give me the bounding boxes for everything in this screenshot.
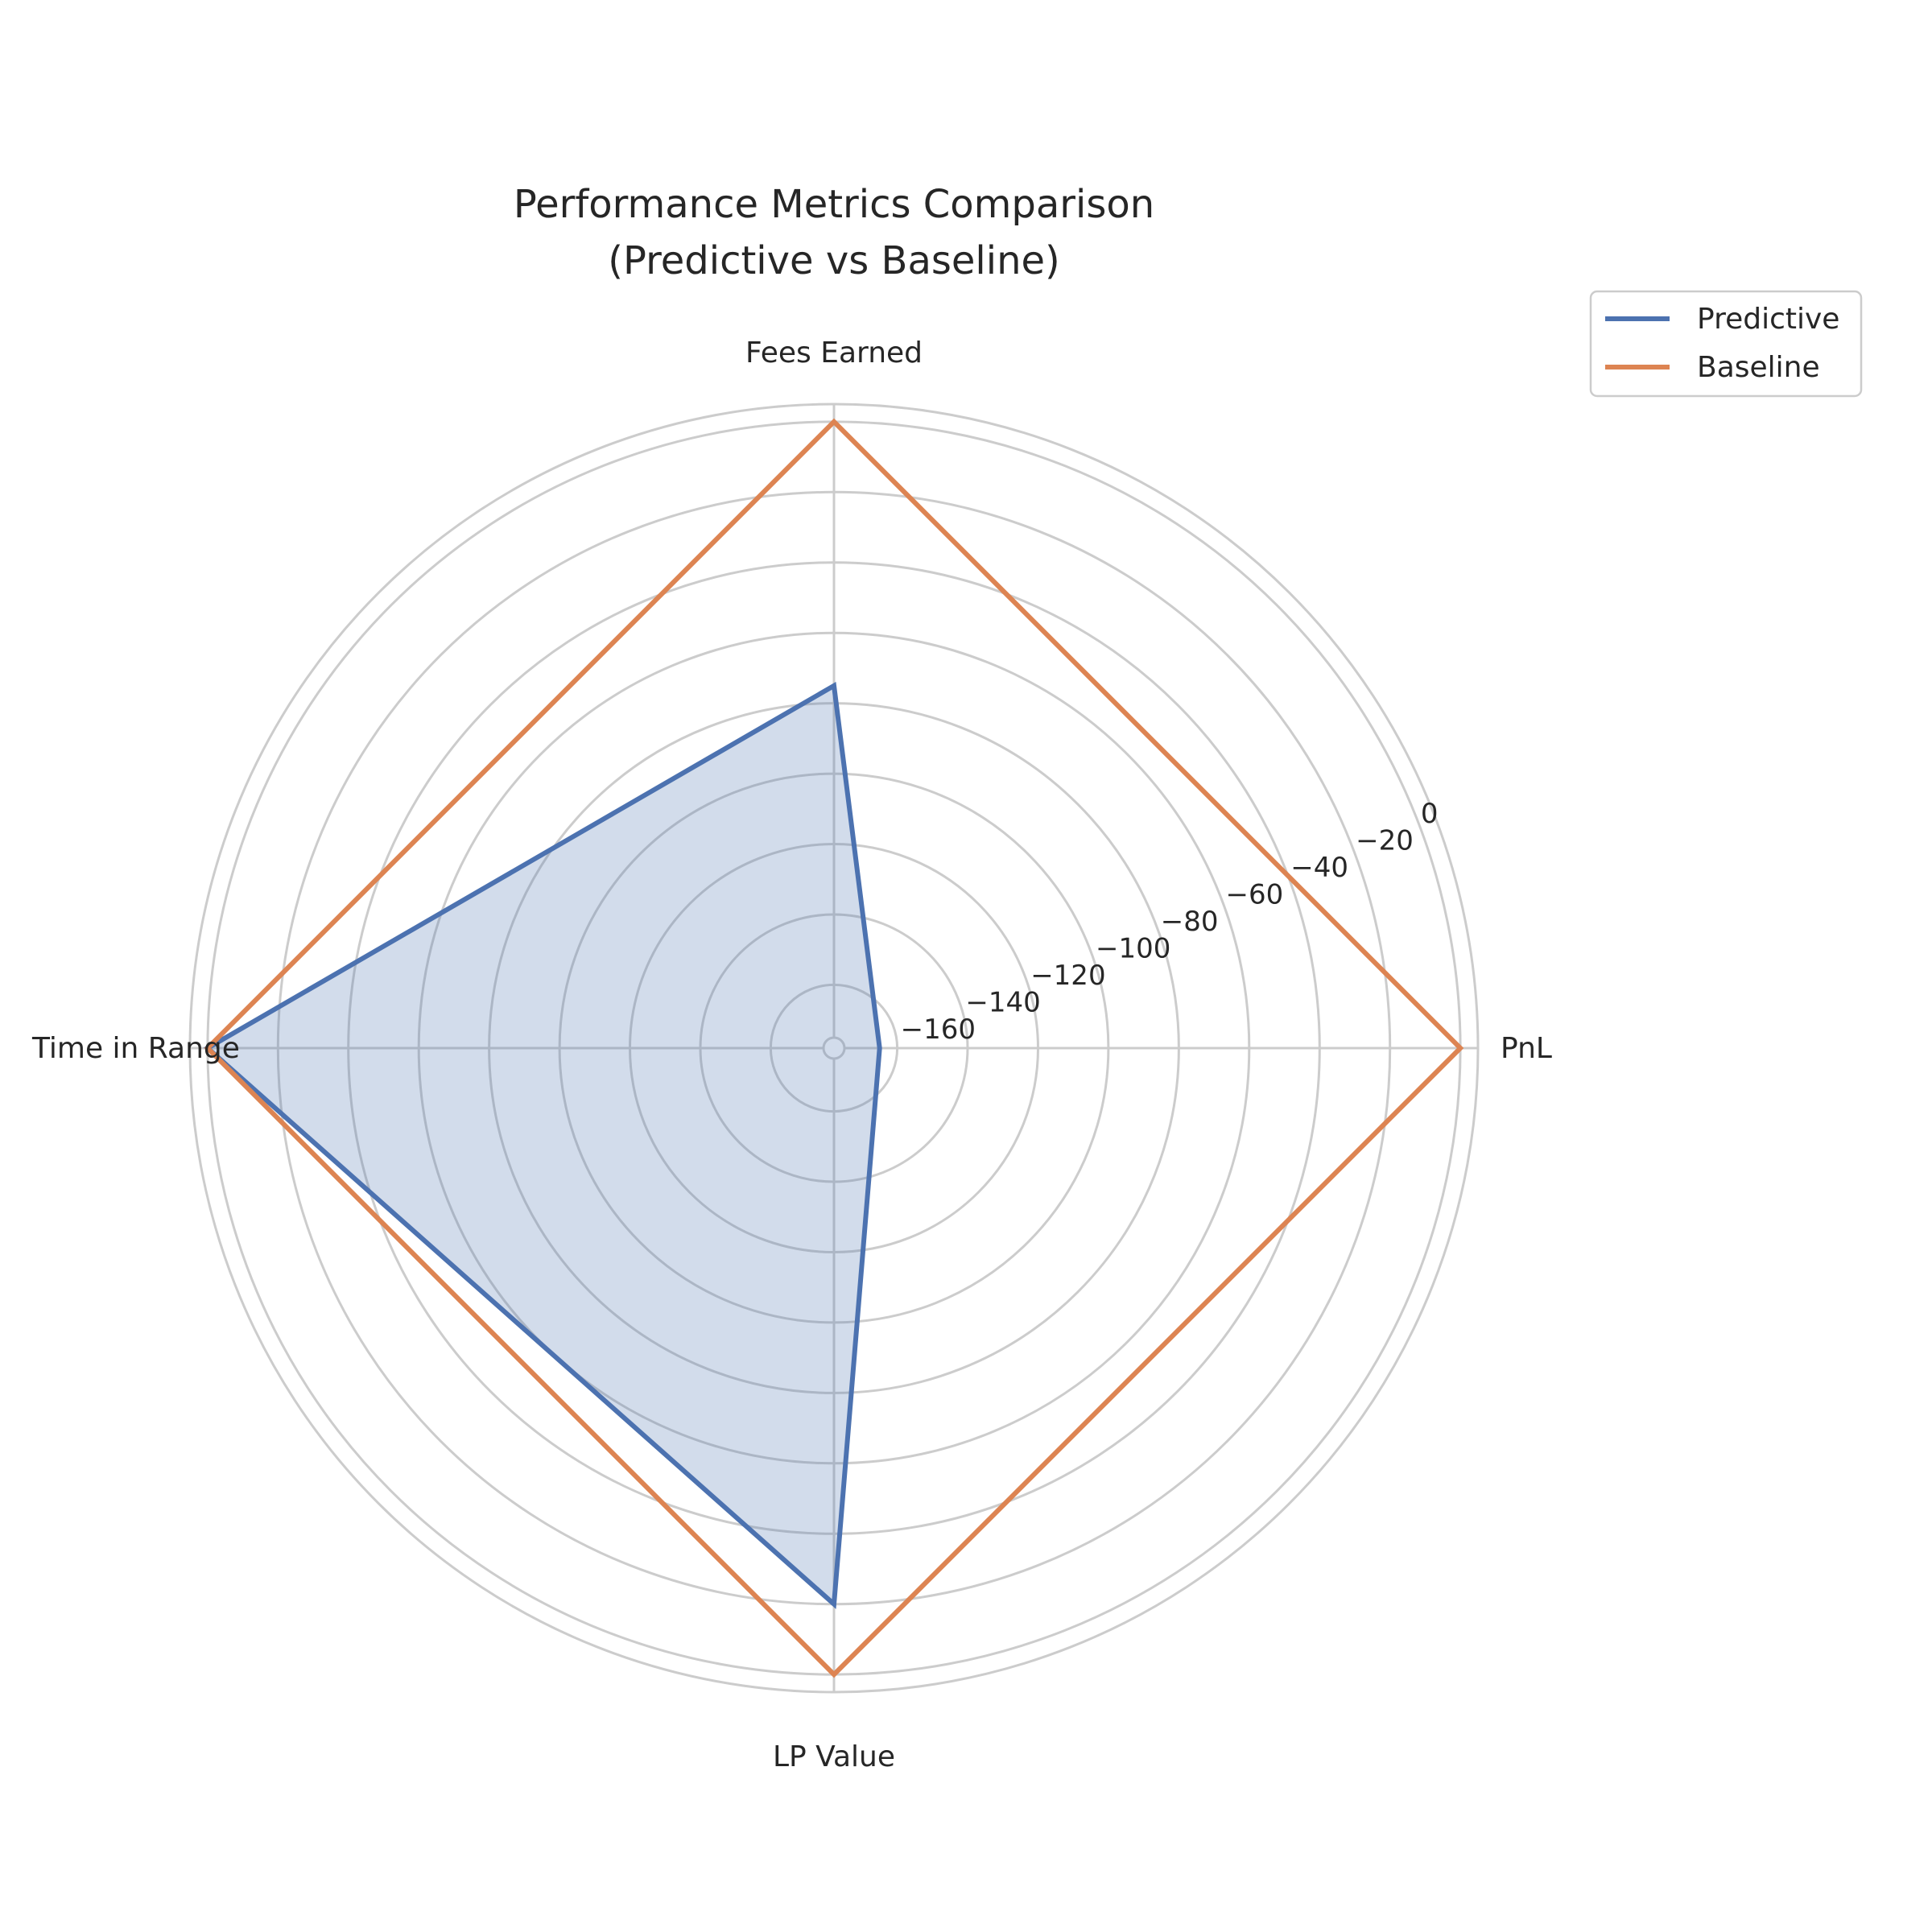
radial-tick-label: −40	[1290, 852, 1348, 884]
category-label: Time in Range	[31, 1032, 240, 1065]
baseline-series-line	[204, 418, 1464, 1678]
radial-tick-label: −140	[965, 987, 1040, 1019]
category-label: Fees Earned	[745, 336, 923, 369]
predictive-series-fill	[207, 685, 880, 1604]
category-label: PnL	[1501, 1032, 1552, 1065]
radial-tick-label: 0	[1421, 798, 1439, 830]
radial-tick-label: −160	[901, 1013, 976, 1046]
legend: Predictive Baseline	[1589, 290, 1863, 398]
radial-tick-label: −20	[1356, 825, 1414, 857]
radial-tick-labels: −160−140−120−100−80−60−40−200	[901, 798, 1439, 1046]
radial-tick-label: −80	[1161, 906, 1219, 938]
category-labels: PnL Fees Earned Time in Range LP Value	[31, 336, 1552, 1773]
category-label: LP Value	[773, 1740, 895, 1773]
legend-label: Baseline	[1697, 351, 1820, 384]
radial-tick-label: −60	[1226, 879, 1284, 911]
legend-label: Predictive	[1697, 303, 1839, 336]
chart-title-line-2: (Predictive vs Baseline)	[608, 238, 1060, 283]
radial-tick-label: −120	[1030, 960, 1105, 992]
chart-title-line-1: Performance Metrics Comparison	[514, 182, 1154, 227]
series-layer	[203, 418, 1464, 1678]
radial-tick-label: −100	[1096, 933, 1170, 965]
